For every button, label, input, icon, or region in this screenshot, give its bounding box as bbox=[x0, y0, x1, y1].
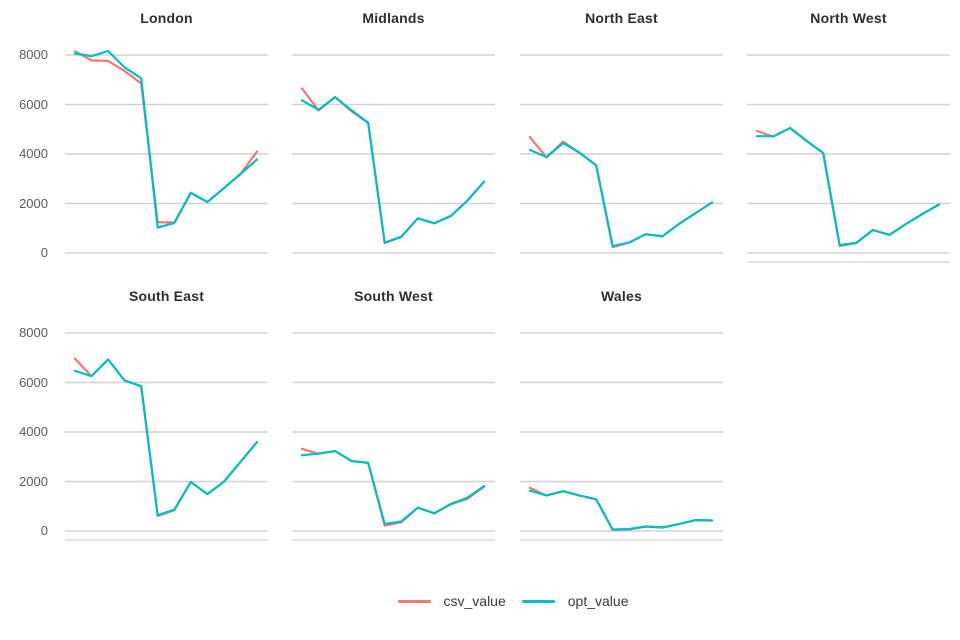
facet-plot-area bbox=[520, 332, 723, 541]
y-axis-tick-label: 2000 bbox=[19, 195, 48, 211]
facet-panel-south-east: South East bbox=[65, 288, 268, 554]
csv-value-line bbox=[73, 50, 259, 224]
y-axis-tick-label: 4000 bbox=[19, 146, 48, 161]
legend-swatch-opt-value bbox=[521, 599, 555, 603]
y-axis-tick-label: 2000 bbox=[19, 473, 48, 489]
facet-panel-london: London bbox=[65, 10, 268, 276]
facet-title: South East bbox=[128, 288, 205, 304]
y-axis-tick-label: 6000 bbox=[19, 96, 48, 112]
facet-panel-south-west: South West bbox=[292, 288, 495, 554]
opt-value-line bbox=[528, 489, 714, 531]
facet-panel-north-east: North East bbox=[520, 10, 723, 276]
facet-title: North West bbox=[810, 10, 887, 26]
opt-value-line bbox=[73, 49, 259, 229]
csv-value-line bbox=[300, 447, 486, 527]
y-axis-tick-label: 6000 bbox=[19, 374, 48, 390]
facet-panel-wales: Wales bbox=[520, 288, 723, 554]
facet-panel-midlands: Midlands bbox=[292, 10, 495, 276]
facet-plot-area bbox=[292, 332, 495, 541]
facet-plot-area bbox=[65, 332, 268, 541]
y-axis-tick-label: 0 bbox=[40, 245, 48, 260]
legend-item-csv-value: csv_value bbox=[397, 593, 506, 609]
y-axis-tick-label: 0 bbox=[40, 523, 48, 538]
legend-label-opt-value: opt_value bbox=[567, 593, 629, 609]
csv-value-line bbox=[755, 126, 941, 248]
csv-value-line bbox=[300, 87, 486, 245]
facet-title: Wales bbox=[601, 288, 642, 304]
opt-value-line bbox=[528, 141, 714, 248]
facet-title: Midlands bbox=[362, 10, 425, 26]
y-axis-tick-label: 8000 bbox=[19, 47, 48, 62]
opt-value-line bbox=[300, 450, 486, 526]
facet-title: London bbox=[140, 10, 193, 26]
legend: csv_value opt_value bbox=[33, 593, 960, 609]
facet-plot-area bbox=[292, 54, 495, 254]
opt-value-line bbox=[755, 126, 941, 247]
facet-plot-area bbox=[65, 49, 268, 254]
legend-swatch-csv-value bbox=[397, 599, 431, 603]
facet-plot-area bbox=[747, 54, 950, 263]
legend-item-opt-value: opt_value bbox=[521, 593, 629, 609]
legend-label-csv-value: csv_value bbox=[443, 593, 506, 609]
y-axis-tick-label: 8000 bbox=[19, 325, 48, 340]
facet-title: North East bbox=[585, 10, 658, 26]
y-axis-tick-label: 4000 bbox=[19, 424, 48, 439]
opt-value-line bbox=[73, 358, 259, 517]
facet-panel-north-west: North West bbox=[747, 10, 950, 276]
opt-value-line bbox=[300, 95, 486, 244]
facet-title: South West bbox=[354, 288, 433, 304]
facet-plot-area bbox=[520, 54, 723, 254]
